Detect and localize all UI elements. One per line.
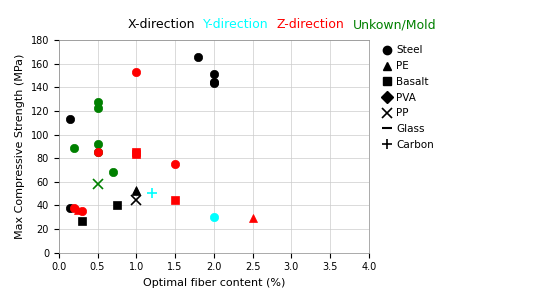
Text: Y-direction: Y-direction (203, 18, 269, 31)
Y-axis label: Max Compressive Strength (MPa): Max Compressive Strength (MPa) (15, 54, 25, 239)
Text: X-direction: X-direction (128, 18, 195, 31)
X-axis label: Optimal fiber content (%): Optimal fiber content (%) (142, 278, 285, 288)
Text: Unkown/Mold: Unkown/Mold (353, 18, 436, 31)
Legend: Steel, PE, Basalt, PVA, PP, Glass, Carbon: Steel, PE, Basalt, PVA, PP, Glass, Carbo… (380, 45, 434, 150)
Text: Z-direction: Z-direction (277, 18, 344, 31)
